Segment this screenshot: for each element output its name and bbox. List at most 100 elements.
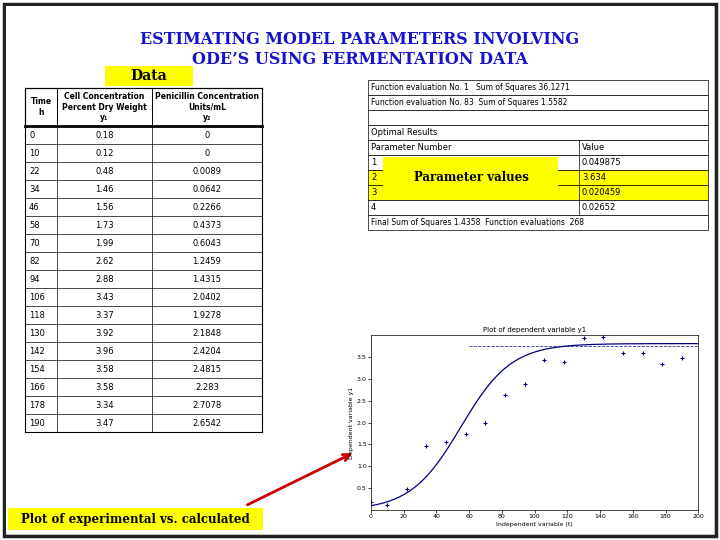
Text: 0.0642: 0.0642 [192,185,222,193]
Text: 0.02652: 0.02652 [582,203,616,212]
Text: 2.88: 2.88 [95,274,114,284]
Text: 0.0089: 0.0089 [192,166,222,176]
Text: 70: 70 [29,239,40,247]
Bar [25,396,262,414]
Bar [25,360,262,378]
Text: 2.62: 2.62 [95,256,114,266]
Text: 1: 1 [371,158,377,167]
Text: 2.7078: 2.7078 [192,401,222,409]
Bar [25,144,262,162]
Text: 0.6043: 0.6043 [192,239,222,247]
Text: Time
h: Time h [30,97,52,117]
Text: 190: 190 [29,418,45,428]
Text: 2.0402: 2.0402 [192,293,222,301]
Text: Value: Value [582,143,605,152]
Text: 178: 178 [29,401,45,409]
Text: 118: 118 [29,310,45,320]
Text: 0: 0 [204,131,210,139]
Text: 1.73: 1.73 [95,220,114,230]
Text: 154: 154 [29,364,45,374]
Text: 3.92: 3.92 [95,328,114,338]
Text: Final Sum of Squares 1.4358  Function evaluations  268: Final Sum of Squares 1.4358 Function eva… [371,218,584,227]
Bar [25,126,262,144]
Text: 10: 10 [29,148,40,158]
Text: Optimal Results: Optimal Results [371,128,437,137]
Text: 130: 130 [29,328,45,338]
Bar [25,288,262,306]
Text: 2.4204: 2.4204 [192,347,222,355]
Bar [25,162,262,180]
Text: Plot of experimental vs. calculated: Plot of experimental vs. calculated [21,512,249,525]
Text: 1.2459: 1.2459 [192,256,222,266]
Text: Function evaluation No. 83  Sum of Squares 1.5582: Function evaluation No. 83 Sum of Square… [371,98,567,107]
Text: 4: 4 [371,203,377,212]
Text: 94: 94 [29,274,40,284]
Bar [368,110,708,125]
Text: 1.56: 1.56 [95,202,114,212]
Text: 2.6542: 2.6542 [192,418,222,428]
Text: 58: 58 [29,220,40,230]
Bar [25,180,262,198]
Text: 0: 0 [204,148,210,158]
Bar [368,200,708,215]
X-axis label: Independent variable (t): Independent variable (t) [496,522,573,527]
Bar [25,306,262,324]
Text: 0.2266: 0.2266 [192,202,222,212]
Y-axis label: Dependent variable y1: Dependent variable y1 [349,387,354,458]
Bar [25,324,262,342]
Text: 0.4373: 0.4373 [192,220,222,230]
Bar [105,66,193,86]
Bar [25,198,262,216]
Text: 0.12: 0.12 [95,148,114,158]
Text: 0: 0 [29,131,35,139]
Text: 3.37: 3.37 [95,310,114,320]
Text: 46: 46 [29,202,40,212]
Text: Penicillin Concentration
Units/mL
y₂: Penicillin Concentration Units/mL y₂ [155,92,259,122]
Bar [368,155,708,170]
Text: 106: 106 [29,293,45,301]
Bar [368,125,708,140]
Bar [25,342,262,360]
Text: 2.4815: 2.4815 [192,364,222,374]
Text: 0.020459: 0.020459 [582,188,621,197]
Bar [25,378,262,396]
Text: 1.9278: 1.9278 [192,310,222,320]
Text: 82: 82 [29,256,40,266]
Bar [25,414,262,432]
Bar [25,270,262,288]
Bar [25,216,262,234]
Text: 2.1848: 2.1848 [192,328,222,338]
Bar [368,215,708,230]
Bar [368,170,708,185]
Text: 34: 34 [29,185,40,193]
Bar [368,80,708,95]
Bar [25,234,262,252]
Text: 3.43: 3.43 [95,293,114,301]
Text: 0.18: 0.18 [95,131,114,139]
Text: 1.46: 1.46 [95,185,114,193]
Text: 3.34: 3.34 [95,401,114,409]
Text: 0.049875: 0.049875 [582,158,621,167]
Text: 2: 2 [371,173,377,182]
Bar [368,185,708,200]
Text: 3.58: 3.58 [95,382,114,392]
Text: Function evaluation No. 1   Sum of Squares 36.1271: Function evaluation No. 1 Sum of Squares… [371,83,570,92]
Text: 3.634: 3.634 [582,173,606,182]
Text: 142: 142 [29,347,45,355]
Text: 3.58: 3.58 [95,364,114,374]
Bar [383,157,558,198]
Bar [368,95,708,110]
Text: 166: 166 [29,382,45,392]
Title: Plot of dependent variable y1: Plot of dependent variable y1 [483,327,586,333]
Bar [8,508,263,530]
Bar [25,88,262,126]
Text: 2.283: 2.283 [195,382,219,392]
Text: 1.4315: 1.4315 [192,274,222,284]
Bar [25,252,262,270]
Text: 3.96: 3.96 [95,347,114,355]
Text: 22: 22 [29,166,40,176]
Text: ODE’S USING FERMENTATION DATA: ODE’S USING FERMENTATION DATA [192,51,528,69]
Bar [368,140,708,155]
Text: Cell Concentration
Percent Dry Weight
y₁: Cell Concentration Percent Dry Weight y₁ [62,92,147,122]
Text: 1.99: 1.99 [95,239,114,247]
